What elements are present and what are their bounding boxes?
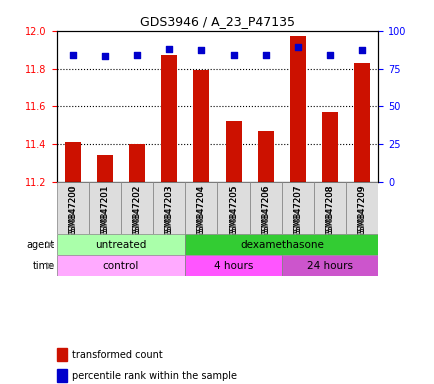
Bar xyxy=(353,63,369,182)
Text: GSM847203: GSM847203 xyxy=(164,185,173,237)
Bar xyxy=(193,70,209,182)
Point xyxy=(69,52,76,58)
FancyBboxPatch shape xyxy=(185,234,378,255)
Text: control: control xyxy=(102,261,139,271)
Text: percentile rank within the sample: percentile rank within the sample xyxy=(72,371,236,381)
Text: GSM847202: GSM847202 xyxy=(132,185,141,236)
FancyBboxPatch shape xyxy=(153,182,185,234)
FancyBboxPatch shape xyxy=(217,182,249,234)
Point xyxy=(230,52,237,58)
FancyBboxPatch shape xyxy=(249,182,281,234)
FancyBboxPatch shape xyxy=(281,255,378,276)
Bar xyxy=(97,156,113,182)
FancyBboxPatch shape xyxy=(56,182,89,234)
Text: GSM847205: GSM847205 xyxy=(229,185,237,236)
Text: GSM847204: GSM847204 xyxy=(197,185,205,239)
Text: GSM847208: GSM847208 xyxy=(325,185,334,239)
Text: GSM847209: GSM847209 xyxy=(357,185,366,236)
Text: GSM847203: GSM847203 xyxy=(164,185,173,239)
FancyBboxPatch shape xyxy=(345,182,378,234)
Point xyxy=(358,47,365,53)
Bar xyxy=(289,36,305,182)
Point xyxy=(101,53,108,60)
Text: GSM847202: GSM847202 xyxy=(132,185,141,239)
FancyBboxPatch shape xyxy=(281,182,313,234)
FancyBboxPatch shape xyxy=(56,255,185,276)
Text: GSM847207: GSM847207 xyxy=(293,185,302,239)
Text: GSM847207: GSM847207 xyxy=(293,185,302,237)
Point xyxy=(165,46,172,52)
FancyBboxPatch shape xyxy=(89,182,121,234)
Text: dexamethasone: dexamethasone xyxy=(240,240,323,250)
Text: GSM847205: GSM847205 xyxy=(229,185,237,239)
Bar xyxy=(128,144,145,182)
Text: GSM847201: GSM847201 xyxy=(100,185,109,236)
Bar xyxy=(257,131,273,182)
Bar xyxy=(65,142,81,182)
Text: untreated: untreated xyxy=(95,240,146,250)
Point xyxy=(262,52,269,58)
Point xyxy=(326,52,333,58)
Text: transformed count: transformed count xyxy=(72,350,162,360)
FancyBboxPatch shape xyxy=(185,182,217,234)
Text: GSM847206: GSM847206 xyxy=(261,185,270,239)
Point xyxy=(294,44,301,50)
FancyBboxPatch shape xyxy=(56,234,185,255)
Text: GSM847206: GSM847206 xyxy=(261,185,270,237)
Point xyxy=(133,52,140,58)
Bar xyxy=(321,112,338,182)
Text: GSM847200: GSM847200 xyxy=(68,185,77,236)
Point xyxy=(197,47,204,53)
Text: 24 hours: 24 hours xyxy=(306,261,352,271)
Text: GSM847200: GSM847200 xyxy=(68,185,77,239)
Title: GDS3946 / A_23_P47135: GDS3946 / A_23_P47135 xyxy=(140,15,294,28)
Bar xyxy=(161,55,177,182)
Text: 4 hours: 4 hours xyxy=(214,261,253,271)
Text: GSM847201: GSM847201 xyxy=(100,185,109,239)
FancyBboxPatch shape xyxy=(185,255,281,276)
Text: time: time xyxy=(33,261,55,271)
Text: GSM847209: GSM847209 xyxy=(357,185,366,239)
FancyBboxPatch shape xyxy=(313,182,345,234)
Bar xyxy=(225,121,241,182)
Text: agent: agent xyxy=(26,240,55,250)
FancyBboxPatch shape xyxy=(121,182,153,234)
Text: GSM847204: GSM847204 xyxy=(197,185,205,236)
Text: GSM847208: GSM847208 xyxy=(325,185,334,237)
